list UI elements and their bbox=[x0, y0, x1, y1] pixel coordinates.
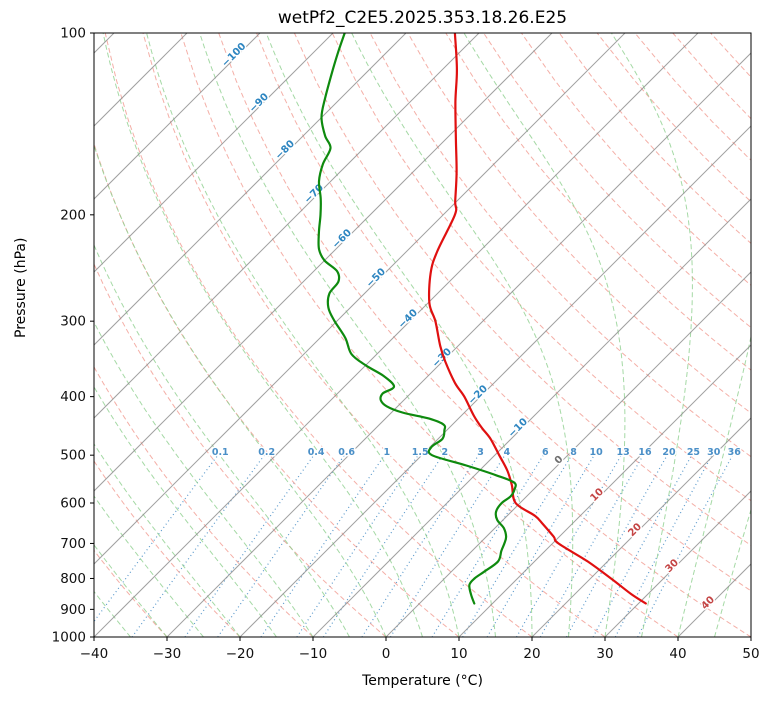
svg-text:20: 20 bbox=[662, 447, 676, 458]
plot-background: 0.1 0.2 0.4 0.6 1 1.5 2 3 4 6 8 10 13 16 20 25 30 36−100−… bbox=[94, 33, 751, 637]
y-tick-label: 900 bbox=[60, 602, 86, 618]
svg-text:25: 25 bbox=[687, 447, 700, 458]
svg-text:1.5: 1.5 bbox=[412, 447, 429, 458]
y-tick-label: 700 bbox=[60, 536, 86, 552]
x-tick-label: −30 bbox=[153, 646, 182, 662]
x-tick-label: 30 bbox=[596, 646, 613, 662]
x-tick-label: 0 bbox=[382, 646, 391, 662]
x-tick-label: −40 bbox=[80, 646, 109, 662]
svg-text:1: 1 bbox=[384, 447, 391, 458]
svg-text:3: 3 bbox=[477, 447, 484, 458]
y-tick-label: 300 bbox=[60, 314, 86, 330]
y-tick-label: 800 bbox=[60, 571, 86, 587]
x-axis-label: Temperature (°C) bbox=[362, 673, 483, 689]
x-tick-label: 10 bbox=[450, 646, 467, 662]
svg-text:16: 16 bbox=[638, 447, 652, 458]
svg-text:−90: −90 bbox=[247, 91, 271, 115]
svg-text:10: 10 bbox=[588, 486, 606, 504]
svg-text:−40: −40 bbox=[396, 307, 420, 331]
isotherm-lines bbox=[94, 33, 751, 637]
svg-text:0: 0 bbox=[553, 454, 566, 467]
moist-adiabat-lines bbox=[94, 33, 751, 637]
x-tick-label: −10 bbox=[299, 646, 328, 662]
y-tick-label: 200 bbox=[60, 207, 86, 223]
svg-text:30: 30 bbox=[707, 447, 721, 458]
y-tick-label: 400 bbox=[60, 389, 86, 405]
svg-text:−100: −100 bbox=[220, 41, 248, 69]
sounding-profiles bbox=[317, 33, 647, 605]
svg-text:−60: −60 bbox=[330, 227, 354, 251]
x-tick-label: −20 bbox=[226, 646, 255, 662]
plot-frame bbox=[93, 32, 752, 638]
svg-text:4: 4 bbox=[504, 447, 511, 458]
svg-text:0.2: 0.2 bbox=[258, 447, 275, 458]
svg-text:−50: −50 bbox=[364, 266, 388, 290]
axes: −40 −30 −20 −10 0 10 20 30 40 5010020030040050060… bbox=[52, 26, 760, 663]
svg-text:−10: −10 bbox=[506, 416, 530, 440]
svg-text:13: 13 bbox=[617, 447, 630, 458]
svg-text:0.4: 0.4 bbox=[308, 447, 325, 458]
dry-adiabat-lines bbox=[94, 33, 751, 637]
svg-text:6: 6 bbox=[542, 447, 549, 458]
mixing-ratio-labels: 0.1 0.2 0.4 0.6 1 1.5 2 3 4 6 8 10 13 16 20 25 30 36 bbox=[210, 446, 742, 460]
y-tick-label: 100 bbox=[60, 26, 86, 42]
mixing-ratio-lines bbox=[94, 454, 734, 637]
chart-title: wetPf2_C2E5.2025.353.18.26.E25 bbox=[277, 8, 568, 28]
temperature-curve bbox=[427, 33, 647, 605]
y-tick-label: 500 bbox=[60, 448, 86, 464]
x-tick-label: 40 bbox=[669, 646, 686, 662]
svg-text:8: 8 bbox=[570, 447, 577, 458]
svg-text:0.1: 0.1 bbox=[212, 447, 229, 458]
y-tick-label: 1000 bbox=[52, 630, 86, 646]
x-tick-label: 50 bbox=[742, 646, 759, 662]
svg-text:40: 40 bbox=[699, 594, 717, 612]
svg-text:0.6: 0.6 bbox=[338, 447, 355, 458]
y-tick-label: 600 bbox=[60, 496, 86, 512]
svg-text:30: 30 bbox=[663, 557, 681, 575]
svg-text:2: 2 bbox=[441, 447, 448, 458]
dewpoint-curve bbox=[317, 33, 517, 605]
x-tick-label: 20 bbox=[523, 646, 540, 662]
svg-text:−80: −80 bbox=[273, 138, 297, 162]
svg-text:−20: −20 bbox=[466, 383, 490, 407]
svg-text:20: 20 bbox=[626, 521, 644, 539]
svg-text:10: 10 bbox=[589, 447, 603, 458]
svg-text:36: 36 bbox=[728, 447, 742, 458]
svg-text:−70: −70 bbox=[302, 182, 326, 206]
